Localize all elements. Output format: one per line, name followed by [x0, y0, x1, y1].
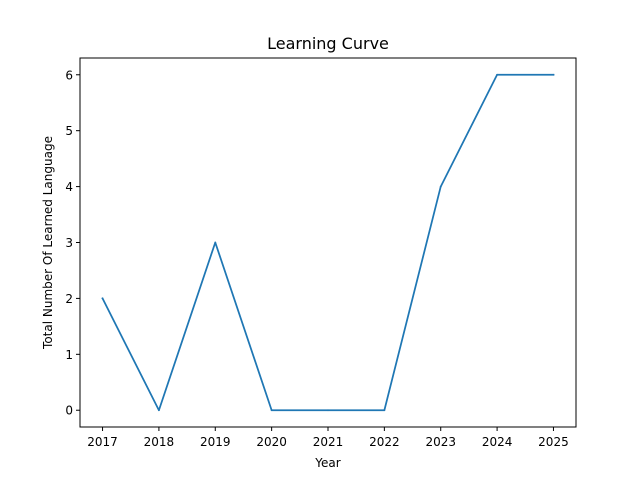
x-tick-label: 2021 [313, 435, 344, 449]
y-axis: 0 1 2 3 4 5 6 [65, 68, 80, 418]
x-tick-label: 2024 [482, 435, 513, 449]
plot-frame [79, 57, 577, 428]
data-point [496, 73, 498, 76]
x-tick-label: 2018 [144, 435, 175, 449]
x-axis-label: Year [314, 456, 340, 470]
data-point [270, 409, 273, 412]
y-tick-label: 3 [65, 236, 73, 250]
x-tick-label: 2022 [369, 435, 400, 449]
data-point [158, 409, 160, 412]
y-tick-label: 5 [65, 124, 73, 138]
x-tick-label: 2020 [256, 435, 287, 449]
x-tick-label: 2025 [538, 435, 569, 449]
x-tick-label: 2023 [425, 435, 456, 449]
data-point [439, 185, 442, 188]
plot-series [101, 73, 555, 412]
y-axis-label: Total Number Of Learned Language [41, 136, 55, 350]
chart-title: Learning Curve [267, 34, 389, 53]
data-point [101, 297, 104, 300]
y-tick-label: 2 [65, 292, 73, 306]
x-tick-label: 2017 [87, 435, 118, 449]
y-tick-label: 1 [65, 348, 73, 362]
data-point [214, 241, 217, 244]
y-tick-label: 4 [65, 180, 73, 194]
y-tick-label: 6 [65, 68, 73, 82]
data-point [383, 409, 386, 412]
x-axis: 2017 2018 2019 2020 2021 2022 2023 2024 2025 [87, 427, 569, 449]
x-tick-label: 2019 [200, 435, 231, 449]
data-point [552, 73, 555, 76]
data-point [327, 409, 329, 412]
series-line [101, 73, 555, 412]
y-tick-label: 0 [65, 404, 73, 418]
